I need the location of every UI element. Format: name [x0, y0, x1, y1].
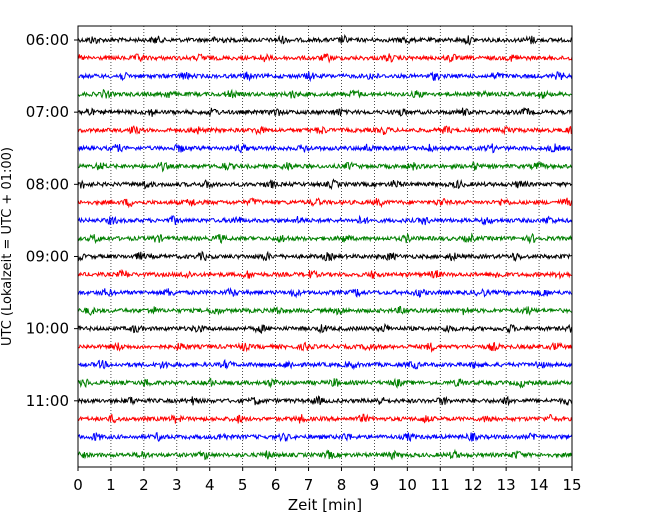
trace-line	[77, 71, 573, 83]
trace-line	[77, 448, 573, 461]
trace-line	[77, 322, 573, 335]
trace-line	[77, 107, 573, 117]
trace-line	[77, 178, 573, 191]
trace-line	[77, 377, 573, 389]
trace-line	[77, 268, 573, 280]
trace-line	[77, 52, 573, 64]
x-axis-ticks: 0 1 2 3 4 5 6 7 8 9 10 11 12 13 14 15	[73, 467, 582, 494]
trace-line	[77, 88, 573, 99]
x-tick-label: 2	[139, 476, 149, 494]
trace-line	[77, 161, 573, 173]
y-tick-label: 10:00	[26, 320, 69, 338]
trace-line	[77, 431, 573, 443]
trace-line	[77, 142, 573, 154]
trace-line	[77, 232, 573, 245]
y-tick-label: 11:00	[26, 392, 69, 410]
x-tick-label: 8	[337, 476, 347, 494]
x-tick-label: 4	[205, 476, 215, 494]
x-tick-label: 11	[431, 476, 450, 494]
y-tick-label: 08:00	[26, 175, 69, 193]
trace-line	[77, 358, 573, 371]
y-axis-label: UTC (Lokalzeit = UTC + 01:00)	[0, 147, 15, 346]
x-tick-label: 6	[271, 476, 281, 494]
x-tick-label: 12	[464, 476, 483, 494]
x-tick-label: 13	[497, 476, 516, 494]
trace-line	[77, 125, 573, 136]
x-tick-label: 15	[562, 476, 581, 494]
x-tick-label: 9	[370, 476, 380, 494]
trace-line	[77, 214, 573, 226]
y-tick-label: 06:00	[26, 31, 69, 49]
trace-line	[77, 395, 573, 407]
x-tick-label: 10	[398, 476, 417, 494]
x-tick-label: 1	[106, 476, 116, 494]
traces	[77, 34, 573, 461]
x-tick-label: 14	[530, 476, 549, 494]
trace-line	[77, 413, 573, 424]
trace-line	[78, 305, 573, 316]
x-axis-label: Zeit [min]	[288, 496, 362, 514]
trace-line	[77, 197, 573, 209]
x-tick-label: 0	[73, 476, 83, 494]
trace-line	[77, 34, 572, 46]
x-tick-label: 5	[238, 476, 248, 494]
x-tick-label: 3	[172, 476, 182, 494]
y-axis-ticks: 06:00 07:00 08:00 09:00 10:00 11:00	[26, 31, 78, 410]
y-tick-label: 07:00	[26, 103, 69, 121]
trace-line	[77, 341, 573, 353]
trace-line	[77, 250, 573, 263]
plot-frame	[77, 25, 573, 468]
trace-line	[77, 287, 573, 299]
x-tick-label: 7	[304, 476, 314, 494]
y-tick-label: 09:00	[26, 247, 69, 265]
